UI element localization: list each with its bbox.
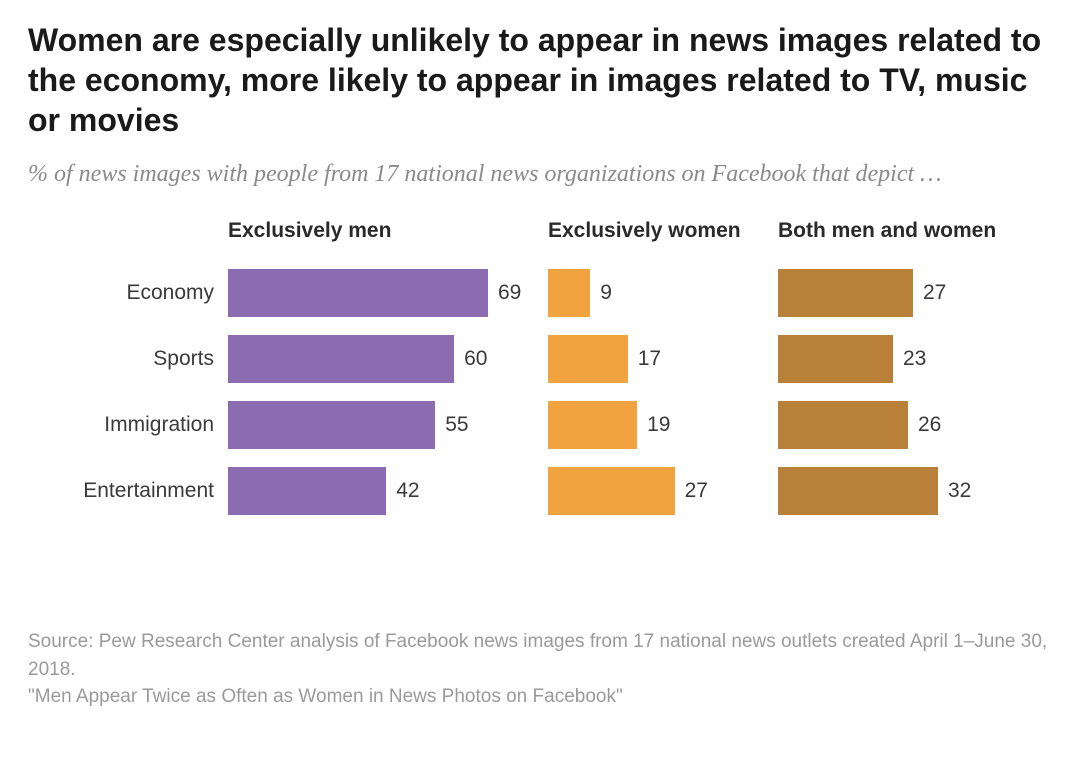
bar-value: 69 [488, 281, 521, 305]
column-headers: Exclusively men Exclusively women Both m… [28, 218, 1052, 243]
bar [228, 269, 488, 317]
bar [548, 269, 590, 317]
chart-title: Women are especially unlikely to appear … [28, 20, 1052, 140]
bar-cell: 17 [548, 335, 778, 383]
bar-value: 19 [637, 413, 670, 437]
bar-cell: 27 [778, 269, 1052, 317]
bar [228, 401, 435, 449]
table-row: Sports 60 17 23 [28, 326, 1052, 392]
bar-value: 23 [893, 347, 926, 371]
bar-value: 42 [386, 479, 419, 503]
bar [228, 335, 454, 383]
bar [548, 467, 675, 515]
table-row: Immigration 55 19 26 [28, 392, 1052, 458]
bar-value: 32 [938, 479, 971, 503]
bar-cell: 27 [548, 467, 778, 515]
series-header-both: Both men and women [778, 218, 1052, 243]
bar-cell: 23 [778, 335, 1052, 383]
bar [778, 401, 908, 449]
bar-cell: 60 [228, 335, 548, 383]
bar-value: 9 [590, 281, 612, 305]
chart-subtitle: % of news images with people from 17 nat… [28, 158, 1052, 190]
bar-chart: Exclusively men Exclusively women Both m… [28, 218, 1052, 598]
bar-cell: 32 [778, 467, 1052, 515]
chart-footer: Source: Pew Research Center analysis of … [28, 628, 1052, 711]
bar [548, 401, 637, 449]
bar-value: 26 [908, 413, 941, 437]
bar-value: 27 [913, 281, 946, 305]
category-label: Entertainment [28, 479, 228, 503]
bar [778, 467, 938, 515]
bar [778, 335, 893, 383]
bar-value: 17 [628, 347, 661, 371]
bar [548, 335, 628, 383]
series-header-men: Exclusively men [228, 218, 548, 243]
bar-cell: 69 [228, 269, 548, 317]
category-label: Sports [28, 347, 228, 371]
chart-rows: Economy 69 9 27 Sports 60 17 23 Immigration 55 19 2… [28, 260, 1052, 524]
bar [778, 269, 913, 317]
bar-value: 55 [435, 413, 468, 437]
bar-value: 60 [454, 347, 487, 371]
category-label: Economy [28, 281, 228, 305]
bar-cell: 26 [778, 401, 1052, 449]
table-row: Economy 69 9 27 [28, 260, 1052, 326]
footer-source: Source: Pew Research Center analysis of … [28, 628, 1052, 683]
bar [228, 467, 386, 515]
bar-cell: 42 [228, 467, 548, 515]
footer-report: "Men Appear Twice as Often as Women in N… [28, 683, 1052, 711]
bar-cell: 55 [228, 401, 548, 449]
bar-value: 27 [675, 479, 708, 503]
bar-cell: 19 [548, 401, 778, 449]
bar-cell: 9 [548, 269, 778, 317]
table-row: Entertainment 42 27 32 [28, 458, 1052, 524]
series-header-women: Exclusively women [548, 218, 778, 243]
category-label: Immigration [28, 413, 228, 437]
